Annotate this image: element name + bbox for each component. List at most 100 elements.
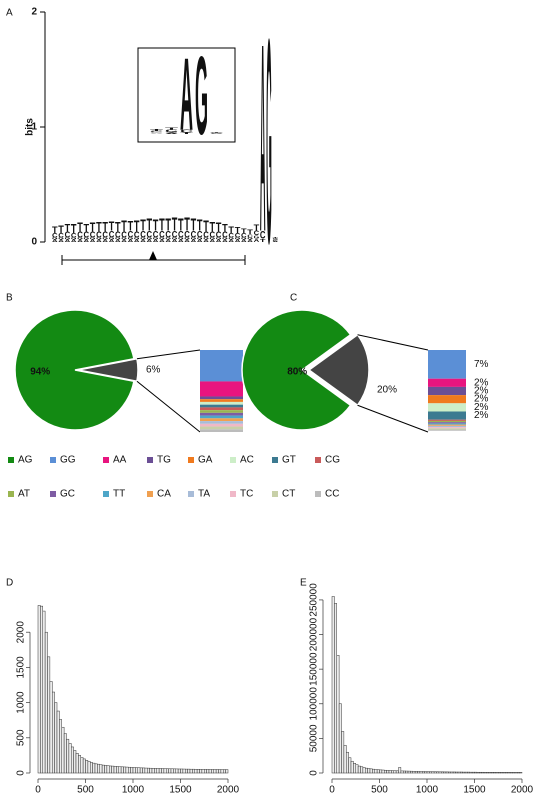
breakdown-segment xyxy=(428,429,466,431)
y-axis-label: bits xyxy=(25,118,36,136)
histogram-bar xyxy=(505,772,508,774)
y-tick-label: 100000 xyxy=(309,687,320,721)
logo-letter: T xyxy=(150,129,163,132)
histogram-bar xyxy=(384,769,387,774)
connector xyxy=(357,404,429,433)
logo-letter: A xyxy=(102,239,108,243)
histogram-bar xyxy=(85,760,89,774)
x-tick-label: 2000 xyxy=(511,785,534,796)
logo-letter: T xyxy=(52,224,58,235)
logo-letter: G xyxy=(52,237,58,241)
histogram-bar xyxy=(369,768,373,774)
legend-swatch xyxy=(147,491,153,497)
legend-label: TA xyxy=(198,489,210,500)
logo-letter: C xyxy=(90,230,96,239)
logo-letter: G xyxy=(134,237,140,241)
histogram-bar xyxy=(206,769,210,774)
breakdown-segment xyxy=(200,396,243,400)
histogram-bar xyxy=(474,771,478,774)
histogram-bar xyxy=(403,770,406,774)
legend-label: AA xyxy=(113,455,127,466)
logo-letter: T xyxy=(121,218,127,236)
histogram-bar xyxy=(341,731,345,774)
histogram-bar xyxy=(220,769,224,774)
histogram-bar xyxy=(142,767,146,774)
logo-letter: G xyxy=(128,237,134,241)
x-tick-label: 1500 xyxy=(169,785,192,796)
histogram-bar xyxy=(180,768,184,774)
logo-letter: T xyxy=(260,238,266,243)
legend-label: TC xyxy=(240,489,253,500)
histogram-bar xyxy=(130,767,134,774)
breakdown-segment xyxy=(200,410,243,413)
histogram-bar xyxy=(348,757,352,774)
histogram-bar xyxy=(192,768,195,774)
logo-letter: G xyxy=(140,237,146,241)
logo-letter: T xyxy=(254,224,260,233)
y-tick-label: 2000 xyxy=(16,621,27,644)
logo-letter: G xyxy=(150,132,163,133)
legend-label: CA xyxy=(157,489,171,500)
legend-label: GG xyxy=(60,455,76,466)
logo-letter: A xyxy=(228,239,234,243)
histogram-bar xyxy=(223,769,226,774)
logo-letter: T xyxy=(273,237,279,239)
histogram-bar xyxy=(97,763,100,774)
legend-swatch xyxy=(147,457,153,463)
logo-letter: G xyxy=(195,34,208,158)
breakdown-segment xyxy=(200,426,243,430)
logo-letter: A xyxy=(84,239,90,243)
histogram-bar xyxy=(139,767,143,774)
breakdown-segment xyxy=(428,378,466,387)
logo-letter: A xyxy=(109,239,115,243)
logo-letter: A xyxy=(65,239,71,243)
legend-swatch xyxy=(188,491,194,497)
logo-letter: G xyxy=(159,237,165,241)
histogram-bar xyxy=(135,767,138,774)
logo-letter: T xyxy=(77,221,83,235)
histogram-bar xyxy=(445,771,449,774)
histogram-bar xyxy=(87,761,91,774)
legend-swatch xyxy=(50,457,56,463)
inset-frame xyxy=(137,47,236,143)
histogram-bar xyxy=(376,769,380,774)
histogram-bar xyxy=(379,769,383,774)
panel-label: A xyxy=(6,8,13,19)
histogram-bar xyxy=(455,771,459,774)
histogram-bar xyxy=(338,703,342,774)
histogram-bar xyxy=(75,753,79,774)
histogram-bar xyxy=(476,771,480,774)
breakdown-segment xyxy=(428,395,466,404)
histogram-bar xyxy=(481,771,485,774)
legend-label: CG xyxy=(325,455,340,466)
logo-letter: C xyxy=(228,231,234,239)
histogram-bar xyxy=(118,766,122,774)
logo-letter: A xyxy=(203,239,209,243)
logo-letter: G xyxy=(197,237,203,241)
logo-letter: G xyxy=(191,237,197,241)
logo-letter: C xyxy=(84,230,90,239)
logo-letter: T xyxy=(128,219,134,234)
logo-letter: A xyxy=(96,239,102,243)
logo-letter: G xyxy=(90,237,96,241)
histogram-bar xyxy=(109,765,112,774)
histogram-bar xyxy=(73,750,77,774)
logo-letter: C xyxy=(159,229,165,240)
histogram-bar xyxy=(156,768,160,774)
histogram-bar xyxy=(182,768,186,774)
logo-letter: G xyxy=(71,237,77,241)
logo-letter: A xyxy=(134,239,140,243)
histogram-bar xyxy=(173,768,176,774)
histogram-bar xyxy=(429,771,432,774)
logo-letter: C xyxy=(222,230,228,239)
connector xyxy=(357,334,429,351)
histogram-bar xyxy=(111,765,115,774)
logo-letter: C xyxy=(96,230,102,239)
histogram-bar xyxy=(457,771,461,774)
histogram-bar xyxy=(151,768,155,774)
histogram-bar xyxy=(71,746,74,774)
logo-letter: T xyxy=(153,217,159,235)
logo-letter: C xyxy=(165,229,171,240)
logo-letter: T xyxy=(134,218,140,236)
